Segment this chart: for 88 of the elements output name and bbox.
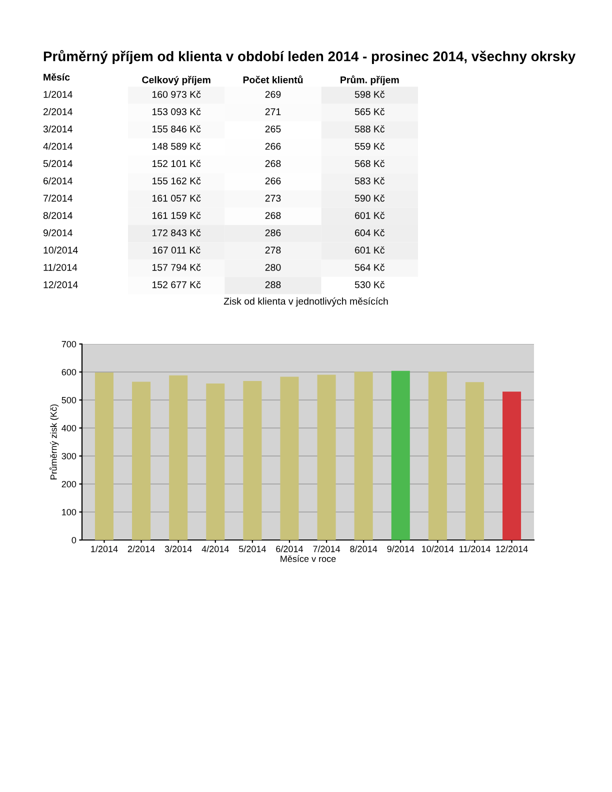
x-tick-label: 1/2014 [91,546,118,552]
y-tick-label: 10/2014 [44,246,78,254]
data-label: 559 Kč [354,142,385,150]
data-label: 148 589 Kč [152,142,201,150]
y-tick-label: 9/2014 [43,229,72,236]
data-label: 273 [265,194,281,202]
data-label: 161 057 Kč [152,194,201,202]
y-tick-label: 11/2014 [44,264,78,271]
y-tick-label: 300 [62,452,76,460]
y-tick-label: 400 [62,424,76,432]
y-tick-label: 0 [72,536,76,544]
bar [132,382,151,540]
data-label: 161 159 Kč [152,212,201,219]
data-label: 590 Kč [354,194,385,202]
data-label: 167 011 Kč [152,246,200,254]
y-axis-title: Měsíc [44,73,70,81]
data-label: 278 [265,246,281,254]
data-label: 160 973 Kč [152,90,201,98]
y-axis-title: Průměrný zisk (Kč) [49,404,59,480]
y-tick-label: 12/2014 [44,281,78,288]
bar [354,372,373,540]
data-label: 155 846 Kč [152,125,201,132]
bar [206,383,225,540]
y-tick-label: 4/2014 [43,142,72,150]
data-label: 588 Kč [354,125,385,132]
data-label: 601 Kč [355,212,385,219]
data-label: 268 [265,212,281,219]
x-tick-label: 4/2014 [202,546,229,552]
data-label: 286 [265,229,281,236]
data-label: 268 [265,160,281,168]
bar [317,374,336,540]
data-label: 601 Kč [355,246,385,254]
x-tick-label: 6/2014 [276,546,304,552]
bar [243,380,262,540]
chart-title: Průměrný příjem od klienta v období leden 2014 - prosinec 2014, všechny okrsky [44,50,576,64]
data-label: 157 794 Kč [152,264,201,271]
y-tick-label: 8/2014 [43,212,72,219]
y-tick-label: 5/2014 [43,160,72,168]
x-tick-label: 3/2014 [164,546,192,552]
bar [502,392,522,540]
x-tick-label: Počet klientů [243,75,303,84]
y-tick-label: 200 [62,480,76,488]
x-tick-label: 9/2014 [387,546,414,552]
x-tick-label: 11/2014 [459,546,490,552]
data-label: 280 [265,264,281,271]
data-label: 266 [265,142,281,150]
x-tick-label: Prům. příjem [340,75,399,86]
x-tick-label: 5/2014 [238,546,266,552]
data-label: 530 Kč [354,280,385,288]
y-tick-label: 500 [62,396,76,404]
data-label: 152 677 Kč [152,280,201,288]
data-label: 155 162 Kč [152,177,201,184]
bar [391,370,410,540]
x-tick-label: 12/2014 [496,546,528,552]
y-tick-label: 3/2014 [43,125,72,132]
bar [465,382,484,540]
data-label: 583 Kč [354,177,385,184]
data-label: 266 [265,177,281,184]
data-label: 265 [265,126,281,132]
y-tick-label: 2/2014 [43,108,72,116]
data-label: 153 093 Kč [152,108,201,116]
data-label: 288 [265,281,281,288]
y-tick-label: 700 [62,340,76,348]
bar [280,376,299,540]
data-label: 565 Kč [354,108,385,116]
x-tick-label: 10/2014 [422,546,454,552]
bar [94,372,114,540]
data-label: 172 843 Kč [152,229,201,236]
x-tick-label: 8/2014 [350,546,378,552]
data-label: 271 [265,108,281,116]
x-axis-title: Měsíce v roce [280,555,336,562]
data-label: 269 [265,90,281,98]
chart-title: Zisk od klienta v jednotlivých měsících [224,297,388,307]
x-tick-label: Celkový příjem [142,76,210,86]
y-tick-label: 1/2014 [44,90,72,98]
x-tick-label: 2/2014 [128,546,155,552]
data-label: 568 Kč [354,160,385,168]
y-tick-label: 7/2014 [44,194,72,202]
y-tick-label: 100 [62,508,76,516]
data-label: 604 Kč [355,229,385,236]
y-tick-label: 600 [62,368,76,376]
bar [428,372,447,540]
data-label: 564 Kč [354,264,385,271]
data-label: 598 Kč [354,90,385,98]
bar [169,375,188,540]
y-tick-label: 6/2014 [43,177,72,184]
x-tick-label: 7/2014 [313,546,340,552]
data-label: 152 101 Kč [152,160,201,168]
